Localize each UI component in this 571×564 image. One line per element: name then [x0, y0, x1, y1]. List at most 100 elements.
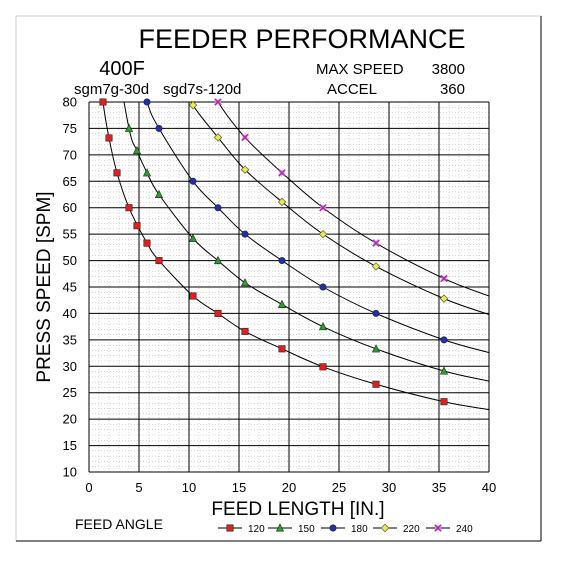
data-point-220 [277, 197, 287, 207]
y-tick-label: 70 [63, 147, 77, 162]
x-tick-label: 35 [432, 480, 446, 495]
data-point-120 [155, 257, 163, 265]
data-point-120 [241, 327, 249, 335]
chart-title: FEEDER PERFORMANCE [138, 24, 465, 54]
data-point-150 [124, 123, 134, 132]
marker-x-stroke [372, 239, 380, 247]
y-tick-label: 40 [63, 306, 77, 321]
data-point-220 [213, 133, 223, 142]
y-tick-label: 20 [63, 412, 77, 427]
x-axis-title: FEED LENGTH [IN.] [211, 499, 384, 520]
y-tick-label: 55 [63, 227, 77, 242]
y-tick-label: 50 [63, 253, 77, 268]
x-tick-label: 10 [182, 480, 196, 495]
series-line-240 [217, 102, 489, 297]
data-point-120 [214, 309, 222, 317]
data-point-180 [155, 124, 163, 132]
y-tick-label: 30 [63, 359, 77, 374]
data-point-150 [318, 321, 328, 331]
legend-marker-150 [275, 523, 285, 532]
data-point-180 [241, 230, 249, 238]
data-point-120 [278, 345, 286, 353]
y-tick-label: 35 [63, 332, 77, 347]
data-point-120 [189, 292, 197, 300]
legend-label-180: 180 [351, 524, 368, 535]
legend-label-120: 120 [248, 524, 265, 535]
x-tick-label: 40 [482, 480, 496, 495]
x-tick-label: 25 [332, 480, 346, 495]
data-point-150 [371, 344, 381, 353]
plot-grid [88, 101, 490, 473]
servo-motor-label: sgm7g-30d [74, 81, 149, 98]
data-point-150 [277, 299, 287, 308]
marker-x-stroke [241, 133, 249, 142]
y-tick-label: 15 [63, 438, 77, 453]
x-tick-label: 15 [232, 480, 246, 495]
y-tick-label: 80 [63, 95, 77, 110]
y-tick-label: 65 [63, 174, 77, 189]
data-point-120 [113, 169, 121, 177]
accel-value: 360 [440, 81, 465, 98]
legend-marker-240 [434, 524, 442, 532]
marker-x-stroke [434, 524, 442, 532]
axis-tick-labels: 0 5 10 15 20 25 30 35 40 10 15 20 25 30 35 40 45 50 55 60 65… [63, 95, 497, 496]
data-point-120 [319, 363, 327, 371]
y-tick-label: 10 [63, 465, 77, 480]
legend-title: FEED ANGLE [75, 516, 163, 532]
data-point-150 [188, 233, 198, 242]
servo-drive-label: sgd7s-120d [163, 81, 241, 98]
data-point-120 [372, 380, 380, 388]
data-point-220 [439, 294, 449, 303]
accel-label: ACCEL [327, 81, 377, 98]
data-point-180 [372, 309, 380, 317]
data-point-240 [241, 133, 249, 142]
y-tick-label: 25 [63, 385, 77, 400]
data-point-240 [440, 274, 448, 283]
data-point-180 [278, 257, 286, 265]
max-speed-label: MAX SPEED [316, 61, 404, 78]
legend-marker-120 [226, 524, 234, 532]
y-axis-title: PRESS SPEED [SPM] [34, 191, 55, 382]
data-point-150 [154, 189, 164, 198]
data-point-240 [319, 203, 327, 212]
y-tick-label: 75 [63, 121, 77, 136]
data-point-180 [214, 204, 222, 212]
series-line-120 [102, 102, 489, 411]
data-point-220 [371, 262, 381, 271]
max-speed-value: 3800 [432, 61, 465, 78]
data-point-220 [318, 229, 328, 239]
data-point-150 [213, 255, 223, 265]
data-point-150 [132, 145, 142, 155]
marker-x-stroke [278, 169, 286, 177]
marker-x-stroke [440, 274, 448, 283]
data-point-120 [99, 98, 107, 106]
legend-label-220: 220 [403, 524, 420, 535]
series-curves [102, 102, 489, 411]
data-point-240 [278, 169, 286, 177]
data-point-120 [125, 204, 133, 212]
data-point-220 [240, 165, 250, 174]
x-tick-label: 30 [382, 480, 396, 495]
legend-label-150: 150 [298, 524, 315, 535]
y-tick-label: 60 [63, 200, 77, 215]
data-point-150 [142, 168, 152, 177]
data-point-120 [105, 134, 113, 142]
data-point-120 [133, 222, 141, 230]
x-tick-label: 20 [282, 480, 296, 495]
legend-label-240: 240 [456, 524, 473, 535]
data-point-180 [319, 283, 327, 291]
x-tick-label: 5 [135, 480, 142, 495]
data-point-180 [440, 336, 448, 344]
x-tick-label: 0 [85, 480, 92, 495]
legend-marker-220 [380, 523, 390, 533]
series-markers [99, 98, 449, 406]
data-point-150 [439, 366, 449, 375]
data-point-240 [372, 239, 380, 247]
data-point-120 [440, 398, 448, 406]
legend: 120 150 180 220 240 [218, 523, 473, 535]
legend-marker-180 [329, 524, 337, 532]
data-point-240 [214, 98, 222, 106]
data-point-180 [143, 98, 151, 106]
data-point-220 [188, 100, 198, 110]
